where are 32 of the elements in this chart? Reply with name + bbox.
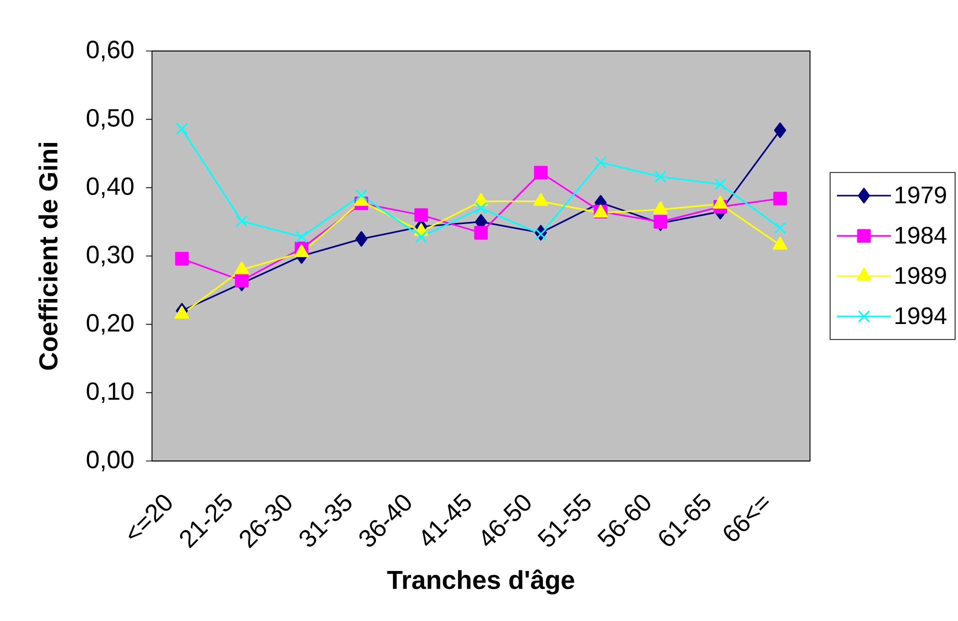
point <box>774 222 786 234</box>
legend-label: 1989 <box>896 267 946 284</box>
point <box>474 202 488 214</box>
point <box>534 228 547 240</box>
point <box>414 208 428 222</box>
point <box>714 178 726 190</box>
point <box>355 231 368 247</box>
y-tick-label: 0,30 <box>86 246 134 266</box>
point <box>474 226 488 240</box>
point <box>234 274 249 288</box>
y-tick-label: 0,20 <box>86 314 134 335</box>
point <box>295 230 308 243</box>
x-axis-title: Tranches d'âge <box>387 569 574 594</box>
point <box>773 192 787 206</box>
y-axis-title: Coefficient de Gini <box>38 143 58 370</box>
point <box>594 156 607 168</box>
point <box>774 122 786 138</box>
y-tick-label: 0,00 <box>86 450 134 472</box>
legend-label: 1979 <box>896 186 946 204</box>
y-tick-label: 0,10 <box>86 382 134 403</box>
point <box>175 252 189 266</box>
legend-label: 1994 <box>896 307 946 324</box>
point <box>415 230 428 243</box>
point <box>355 189 368 202</box>
y-tick-label: 0,60 <box>86 40 134 62</box>
point <box>654 170 667 183</box>
legend-label: 1984 <box>896 226 946 244</box>
point <box>176 122 188 136</box>
y-tick-label: 0,50 <box>86 109 134 130</box>
point <box>534 166 548 180</box>
y-tick-label: 0,40 <box>86 177 134 198</box>
point <box>236 215 248 228</box>
